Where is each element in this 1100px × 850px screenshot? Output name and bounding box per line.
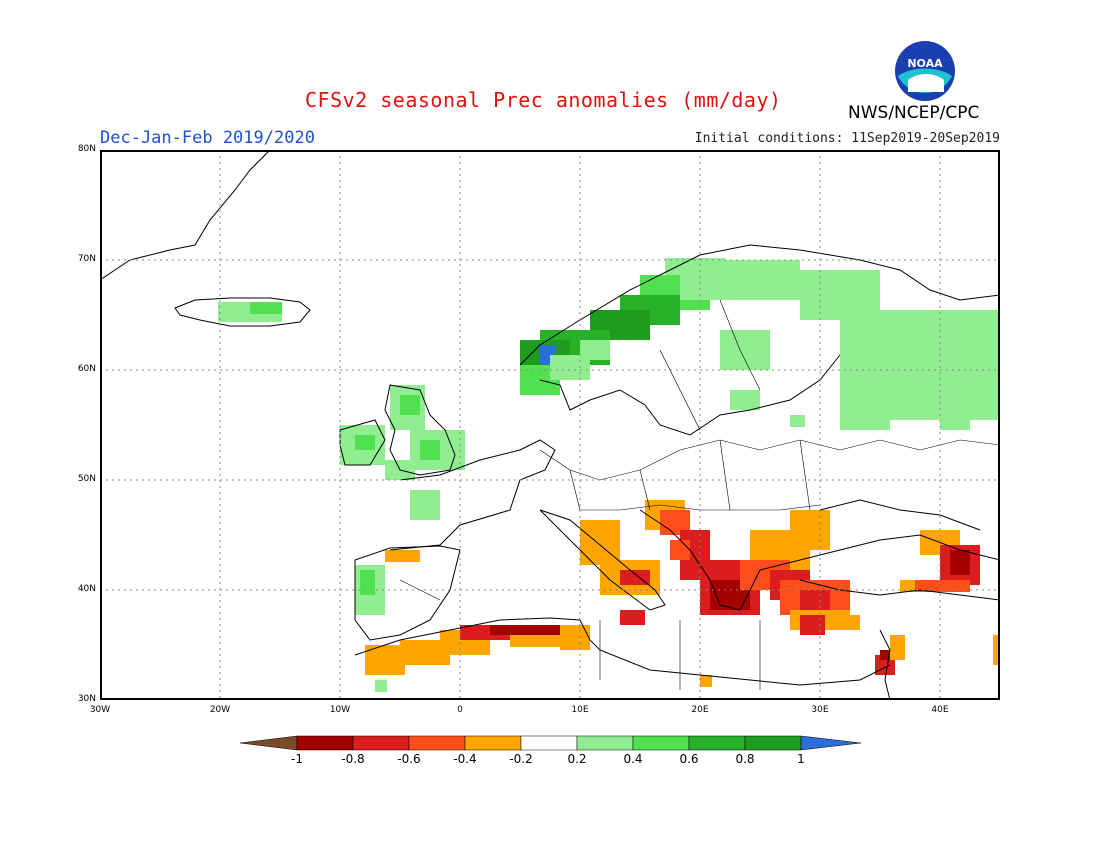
colorbar-label: 0.2 (567, 752, 587, 766)
colorbar-label: -0.6 (397, 752, 421, 766)
lat-label: 60N (77, 364, 96, 374)
lat-label: 40N (77, 584, 96, 594)
lat-label: 50N (77, 474, 96, 484)
lon-label: 40E (931, 705, 949, 715)
anomaly-cells (218, 258, 1000, 692)
initial-conditions-label: Initial conditions: 11Sep2019-20Sep2019 (694, 131, 1000, 146)
svg-text:NOAA: NOAA (907, 57, 943, 70)
coastlines (100, 150, 1000, 700)
colorbar-label: 0.4 (623, 752, 643, 766)
colorbar-label: -1 (291, 752, 303, 766)
lon-label: 10W (329, 705, 351, 715)
anomaly-map (100, 150, 1000, 700)
lon-label: 30E (811, 705, 829, 715)
lon-label: 20W (209, 705, 231, 715)
map-title: CFSv2 seasonal Prec anomalies (mm/day) (305, 88, 782, 112)
grid-lines (100, 150, 1000, 700)
colorbar-label: 1 (797, 752, 805, 766)
agency-label: NWS/NCEP/CPC (848, 103, 980, 123)
colorbar-label: 0.8 (735, 752, 755, 766)
noaa-logo-icon: NOAA (895, 41, 955, 101)
season-label: Dec-Jan-Feb 2019/2020 (100, 128, 315, 148)
colorbar (240, 735, 862, 751)
lon-label: 20E (691, 705, 709, 715)
lat-label: 80N (77, 144, 96, 154)
lat-label: 30N (77, 694, 96, 704)
lon-label: 10E (571, 705, 589, 715)
map-frame (100, 150, 1000, 700)
colorbar-label: 0.6 (679, 752, 699, 766)
colorbar-label: -0.8 (341, 752, 365, 766)
colorbar-label: -0.2 (509, 752, 533, 766)
lon-label: 0 (457, 705, 463, 715)
colorbar-label: -0.4 (453, 752, 477, 766)
lon-label: 30W (89, 705, 111, 715)
lat-label: 70N (77, 254, 96, 264)
